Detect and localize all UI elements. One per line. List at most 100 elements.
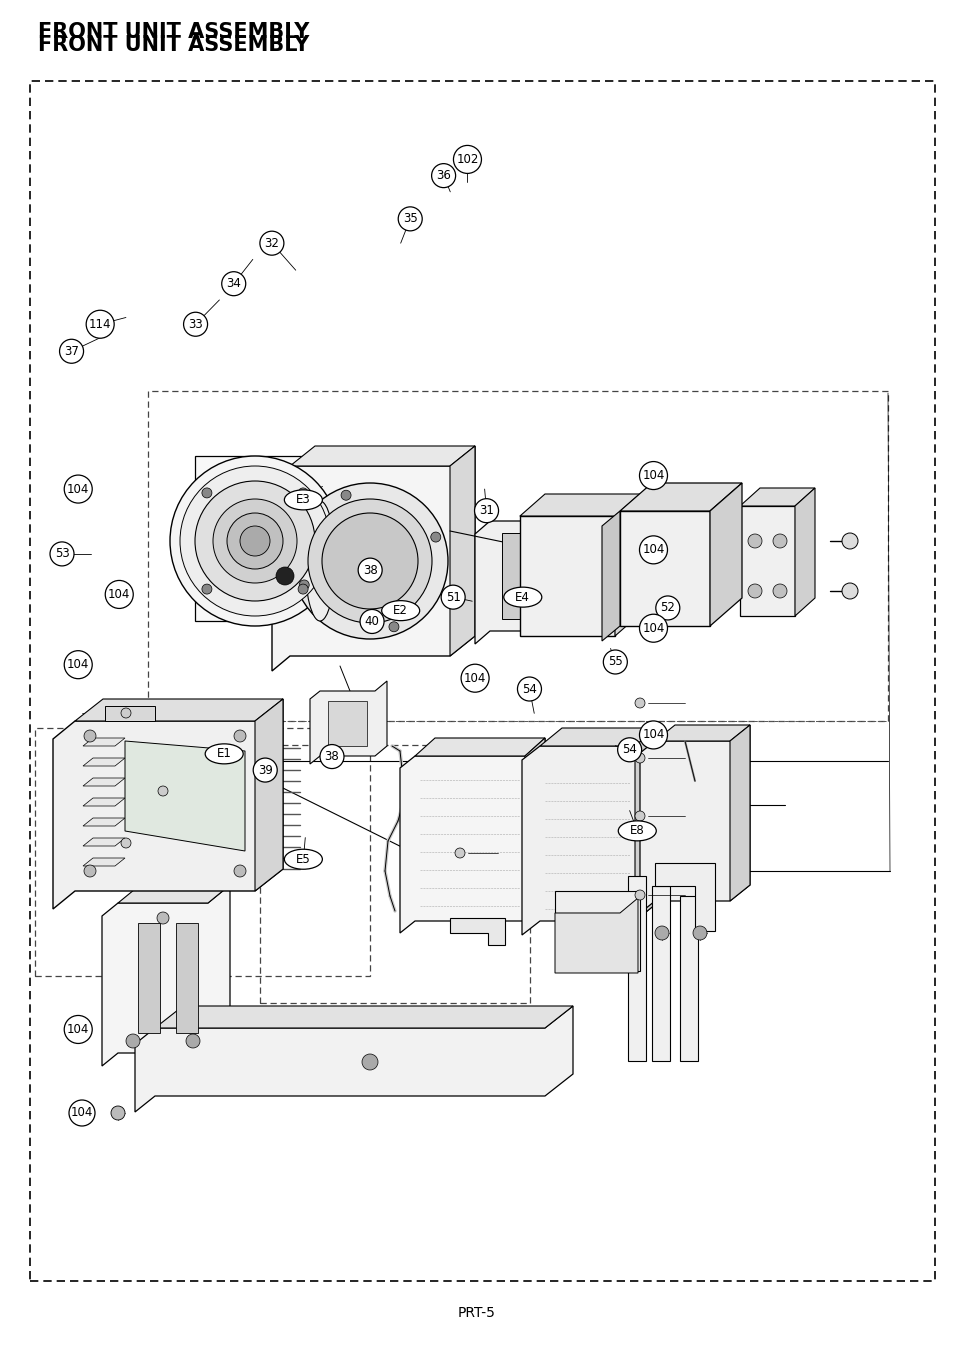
Polygon shape [83, 758, 125, 766]
Circle shape [202, 584, 212, 594]
Text: 39: 39 [257, 763, 273, 777]
Circle shape [50, 542, 74, 566]
Text: 51: 51 [445, 590, 460, 604]
Circle shape [86, 311, 114, 338]
Circle shape [240, 526, 270, 557]
Polygon shape [555, 892, 639, 971]
Circle shape [121, 838, 131, 848]
Polygon shape [501, 534, 558, 619]
Circle shape [105, 581, 133, 608]
Circle shape [460, 665, 489, 692]
Circle shape [221, 272, 246, 296]
Text: E4: E4 [515, 590, 530, 604]
Ellipse shape [618, 821, 656, 840]
Circle shape [655, 596, 679, 620]
Circle shape [299, 580, 309, 590]
Circle shape [431, 163, 456, 188]
Circle shape [692, 925, 706, 940]
Text: 37: 37 [64, 345, 79, 358]
Polygon shape [450, 446, 475, 657]
Circle shape [655, 925, 668, 940]
Ellipse shape [503, 588, 541, 607]
Circle shape [602, 650, 627, 674]
Polygon shape [539, 728, 657, 746]
Circle shape [64, 476, 92, 503]
Text: 34: 34 [226, 277, 241, 290]
Circle shape [635, 811, 644, 821]
Circle shape [747, 534, 761, 549]
Text: 54: 54 [521, 682, 537, 696]
Text: 54: 54 [621, 743, 637, 757]
Text: E1: E1 [216, 747, 232, 761]
Polygon shape [475, 503, 589, 644]
Circle shape [170, 457, 339, 626]
Circle shape [517, 677, 541, 701]
Text: 40: 40 [364, 615, 379, 628]
Circle shape [308, 499, 432, 623]
Circle shape [180, 466, 330, 616]
Circle shape [253, 758, 277, 782]
Circle shape [84, 730, 96, 742]
Circle shape [194, 481, 314, 601]
Polygon shape [555, 898, 638, 973]
Circle shape [635, 890, 644, 900]
Ellipse shape [305, 501, 335, 621]
Circle shape [639, 721, 667, 748]
Circle shape [359, 609, 384, 634]
Polygon shape [272, 446, 475, 671]
Text: PRT-5: PRT-5 [457, 1306, 496, 1320]
Circle shape [639, 536, 667, 563]
Circle shape [84, 865, 96, 877]
Circle shape [639, 615, 667, 642]
Circle shape [635, 698, 644, 708]
Text: 31: 31 [478, 504, 494, 517]
Circle shape [639, 462, 667, 489]
Circle shape [126, 1034, 140, 1048]
Circle shape [183, 312, 208, 336]
Polygon shape [194, 457, 319, 621]
Circle shape [772, 584, 786, 598]
Circle shape [341, 490, 351, 500]
Text: 55: 55 [607, 655, 622, 669]
Circle shape [841, 534, 857, 549]
Polygon shape [105, 707, 154, 721]
Circle shape [157, 912, 169, 924]
Polygon shape [415, 738, 544, 757]
Polygon shape [651, 886, 669, 1061]
Polygon shape [214, 473, 302, 603]
Circle shape [227, 513, 283, 569]
Polygon shape [154, 1006, 573, 1028]
Ellipse shape [355, 501, 385, 621]
Text: 104: 104 [641, 543, 664, 557]
Circle shape [474, 499, 498, 523]
Circle shape [440, 585, 465, 609]
Polygon shape [679, 896, 698, 1061]
Circle shape [292, 484, 448, 639]
Polygon shape [83, 858, 125, 866]
Polygon shape [519, 516, 615, 636]
Text: 35: 35 [402, 212, 417, 226]
Circle shape [64, 651, 92, 678]
Circle shape [747, 584, 761, 598]
Polygon shape [83, 798, 125, 807]
Polygon shape [655, 725, 749, 740]
Circle shape [233, 865, 246, 877]
Circle shape [772, 534, 786, 549]
Text: 114: 114 [89, 317, 112, 331]
Text: 53: 53 [54, 547, 70, 561]
Circle shape [202, 488, 212, 499]
Text: E3: E3 [295, 493, 311, 507]
Polygon shape [328, 701, 367, 746]
Text: 104: 104 [67, 658, 90, 671]
Polygon shape [138, 923, 160, 1034]
Polygon shape [740, 507, 794, 616]
Polygon shape [290, 446, 475, 466]
Text: 32: 32 [264, 236, 279, 250]
Circle shape [453, 146, 481, 173]
Circle shape [357, 558, 382, 582]
Polygon shape [75, 698, 283, 721]
Text: E5: E5 [295, 852, 311, 866]
Text: 104: 104 [463, 671, 486, 685]
Circle shape [275, 567, 294, 585]
Polygon shape [135, 1006, 573, 1112]
